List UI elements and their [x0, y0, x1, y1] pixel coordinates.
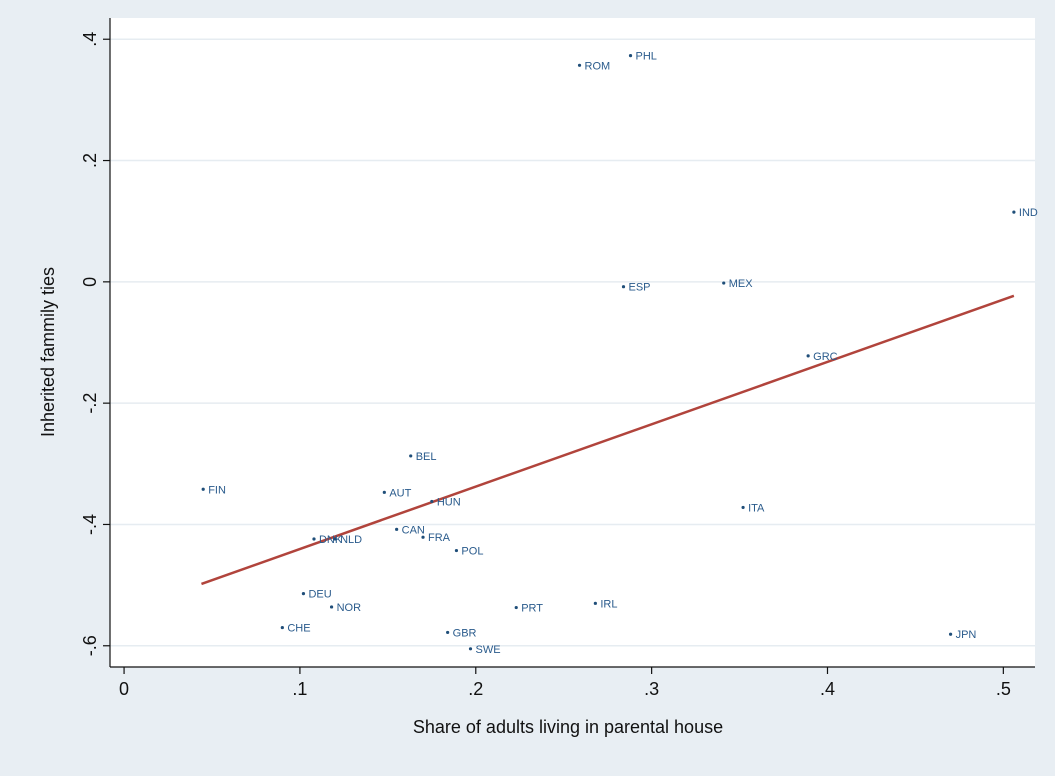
- point-label: JPN: [956, 629, 977, 641]
- data-point-gbr: GBR: [446, 627, 477, 639]
- point-marker: [593, 601, 597, 605]
- data-point-prt: PRT: [514, 603, 543, 615]
- x-tick-label: .5: [996, 679, 1011, 699]
- data-point-phl: PHL: [628, 51, 657, 63]
- point-marker: [333, 537, 337, 541]
- point-label: NLD: [340, 534, 362, 546]
- x-tick-label: .1: [292, 679, 307, 699]
- point-marker: [329, 605, 334, 609]
- data-point-can: CAN: [395, 524, 425, 536]
- point-marker: [621, 285, 626, 289]
- x-tick-label: .4: [820, 679, 835, 699]
- x-tick-label: .2: [468, 679, 483, 699]
- data-point-pol: POL: [454, 546, 483, 558]
- point-marker: [514, 605, 518, 610]
- data-point-aut: AUT: [382, 487, 412, 499]
- point-marker: [312, 537, 316, 541]
- point-marker: [741, 505, 745, 510]
- data-point-esp: ESP: [621, 282, 651, 294]
- point-marker: [301, 592, 306, 596]
- point-marker: [577, 63, 582, 67]
- y-tick-label: -.6: [80, 635, 100, 656]
- point-label: PRT: [521, 603, 543, 615]
- data-point-nld: NLD: [333, 534, 362, 546]
- y-axis-title: Inherited fammily ties: [38, 267, 58, 437]
- plot-area: [110, 18, 1035, 667]
- fit-line: [201, 294, 1015, 586]
- data-point-mex: MEX: [722, 278, 753, 290]
- point-label: DEU: [308, 589, 331, 601]
- point-marker: [409, 454, 413, 458]
- data-point-grc: GRC: [806, 351, 838, 363]
- data-point-ita: ITA: [741, 502, 765, 514]
- point-marker: [806, 354, 810, 358]
- data-point-swe: SWE: [468, 644, 501, 656]
- data-point-ind: IND: [1012, 207, 1038, 219]
- point-marker: [454, 548, 459, 553]
- point-label: POL: [461, 546, 483, 558]
- y-tick-label: 0: [80, 277, 100, 287]
- point-label: CAN: [402, 524, 425, 536]
- point-label: MEX: [729, 278, 754, 290]
- data-point-nor: NOR: [329, 602, 362, 614]
- point-marker: [1012, 210, 1016, 214]
- point-label: SWE: [476, 644, 501, 656]
- point-marker: [430, 499, 434, 504]
- point-label: CHE: [287, 623, 310, 635]
- x-tick-label: .3: [644, 679, 659, 699]
- data-point-deu: DEU: [301, 589, 332, 601]
- point-label: GRC: [813, 351, 838, 363]
- data-point-hun: HUN: [430, 496, 461, 508]
- point-marker: [382, 490, 386, 494]
- point-label: PHL: [636, 51, 657, 63]
- point-marker: [395, 527, 399, 531]
- data-point-che: CHE: [280, 623, 311, 635]
- x-axis-title: Share of adults living in parental house: [413, 717, 723, 737]
- point-label: ESP: [628, 282, 650, 294]
- point-marker: [948, 632, 953, 636]
- point-label: ROM: [585, 60, 611, 72]
- point-label: BEL: [416, 451, 437, 463]
- point-marker: [201, 487, 205, 491]
- point-label: ITA: [748, 502, 765, 514]
- point-marker: [280, 625, 284, 630]
- data-point-fin: FIN: [201, 484, 226, 496]
- point-marker: [468, 647, 473, 651]
- y-tick-label: .2: [80, 153, 100, 168]
- point-marker: [421, 535, 425, 539]
- x-tick-label: 0: [119, 679, 129, 699]
- point-label: FIN: [208, 484, 226, 496]
- fit-layer: [201, 294, 1015, 586]
- y-tick-label: -.2: [80, 393, 100, 414]
- point-label: AUT: [389, 487, 411, 499]
- data-point-bel: BEL: [409, 451, 437, 463]
- y-tick-label: .4: [80, 32, 100, 47]
- point-marker: [446, 630, 450, 635]
- grid-layer: [110, 38, 1035, 647]
- data-point-rom: ROM: [577, 60, 611, 72]
- data-point-irl: IRL: [593, 598, 617, 610]
- axes-layer: .4 .2 0 -.2 -.4 -.6 0 .1 .2 .3 .4 .5: [80, 18, 1035, 699]
- point-label: NOR: [337, 602, 362, 614]
- point-label: GBR: [453, 627, 477, 639]
- point-marker: [722, 281, 726, 285]
- point-label: IRL: [600, 598, 617, 610]
- data-point-fra: FRA: [421, 532, 451, 544]
- point-label: DNK: [319, 534, 343, 546]
- data-point-jpn: JPN: [948, 629, 977, 641]
- y-tick-label: -.4: [80, 514, 100, 535]
- point-label: IND: [1019, 207, 1038, 219]
- point-marker: [628, 54, 633, 58]
- data-point-dnk: DNK: [312, 534, 343, 546]
- point-label: FRA: [428, 532, 451, 544]
- point-label: HUN: [437, 496, 461, 508]
